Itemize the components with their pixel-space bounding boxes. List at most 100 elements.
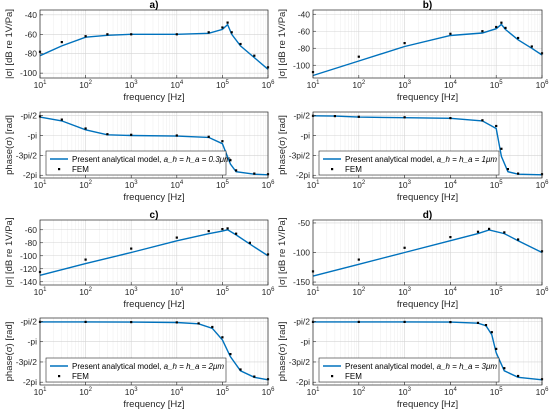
fem-point bbox=[60, 41, 63, 44]
axes-frame bbox=[312, 9, 543, 79]
fem-point bbox=[500, 21, 503, 24]
grid bbox=[312, 10, 543, 78]
legend-fem-swatch bbox=[331, 375, 334, 378]
legend: Present analytical model, a_h = h_a = 1μ… bbox=[318, 150, 500, 176]
fem-point bbox=[239, 42, 242, 46]
x-tick-label: 102 bbox=[352, 80, 365, 90]
fem-point bbox=[484, 324, 488, 327]
x-axis-label: frequency [Hz] bbox=[123, 299, 184, 310]
legend-box bbox=[318, 150, 500, 176]
x-tick-label: 104 bbox=[170, 80, 183, 90]
legend-model-label: Present analytical model, a_h = h_a = 0.… bbox=[72, 155, 231, 164]
legend-box bbox=[318, 357, 500, 383]
x-tick-label: 102 bbox=[352, 387, 365, 397]
legend-fem-swatch bbox=[58, 168, 61, 171]
model-series-line bbox=[312, 23, 543, 77]
x-tick-label: 106 bbox=[536, 387, 549, 397]
x-tick-label: 104 bbox=[444, 180, 457, 190]
legend-box bbox=[45, 357, 227, 383]
x-tick-label: 101 bbox=[34, 387, 47, 397]
phase-panel: 101 102 103 104 105 106 frequency [Hz] -pi/2 -pi… bbox=[277, 110, 549, 203]
legend-box bbox=[45, 150, 227, 176]
x-tick-label: 102 bbox=[352, 180, 365, 190]
y-tick-label: -pi/2 bbox=[20, 316, 37, 326]
y-axis-label: |σ| [dB re 1V/Pa] bbox=[277, 218, 288, 288]
fem-point bbox=[130, 321, 133, 324]
y-tick-label: -140 bbox=[20, 277, 37, 287]
fem-point bbox=[449, 321, 452, 324]
legend-fem-label: FEM bbox=[72, 372, 89, 381]
x-tick-label: 102 bbox=[79, 180, 92, 190]
plot-area bbox=[40, 10, 268, 78]
x-tick-label: 106 bbox=[262, 287, 275, 297]
x-tick-label: 105 bbox=[490, 287, 503, 297]
fem-point bbox=[490, 331, 493, 334]
x-tick-label: 104 bbox=[444, 287, 457, 297]
x-tick-label: 102 bbox=[352, 287, 365, 297]
panel-title: c) bbox=[150, 210, 159, 221]
model-series-line bbox=[39, 229, 269, 276]
legend: Present analytical model, a_h = h_a = 2μ… bbox=[45, 357, 227, 383]
y-tick-label: -pi bbox=[301, 337, 311, 347]
fem-point bbox=[253, 54, 256, 57]
x-tick-label: 103 bbox=[125, 287, 138, 297]
fem-point bbox=[207, 31, 210, 34]
y-axis-label: phase(σ) [rad] bbox=[277, 115, 288, 175]
legend-model-label: Present analytical model, a_h = h_a = 1μ… bbox=[345, 155, 497, 164]
legend: Present analytical model, a_h = h_a = 3μ… bbox=[318, 357, 500, 383]
fem-point bbox=[239, 368, 242, 371]
fem-point bbox=[221, 140, 224, 143]
y-tick-label: -2pi bbox=[23, 170, 37, 180]
y-tick-label: -3pi/2 bbox=[289, 357, 311, 367]
fem-point bbox=[506, 168, 509, 171]
x-tick-label: 105 bbox=[216, 180, 229, 190]
x-tick-label: 105 bbox=[490, 387, 503, 397]
fem-point bbox=[226, 21, 229, 24]
legend-fem-label: FEM bbox=[345, 165, 362, 174]
fem-point bbox=[221, 336, 224, 339]
y-tick-label: -2pi bbox=[296, 377, 310, 387]
fem-point bbox=[357, 320, 360, 323]
y-tick-label: -40 bbox=[25, 10, 38, 20]
x-tick-label: 103 bbox=[125, 80, 138, 90]
fem-point bbox=[449, 117, 452, 120]
x-tick-label: 103 bbox=[125, 180, 138, 190]
x-tick-label: 101 bbox=[307, 387, 320, 397]
fem-point bbox=[481, 30, 484, 33]
x-axis-label: frequency [Hz] bbox=[397, 92, 458, 103]
x-tick-label: 105 bbox=[216, 387, 229, 397]
magnitude-panel: 101 102 103 104 105 106 frequency [Hz] -100 -80 -… bbox=[277, 0, 549, 103]
x-axis-label: frequency [Hz] bbox=[397, 399, 458, 410]
fem-point bbox=[403, 320, 406, 323]
x-tick-label: 101 bbox=[34, 180, 47, 190]
model-series-line bbox=[40, 321, 269, 381]
fem-point bbox=[175, 134, 178, 137]
fem-point bbox=[197, 322, 200, 325]
magnitude-panel: 101 102 103 104 105 106 frequency [Hz] -150 -100… bbox=[277, 210, 549, 310]
x-tick-label: 104 bbox=[444, 80, 457, 90]
fem-point bbox=[207, 230, 210, 233]
fem-point bbox=[500, 147, 503, 150]
fem-point bbox=[476, 321, 480, 324]
x-tick-label: 106 bbox=[262, 387, 275, 397]
panel-title: b) bbox=[423, 0, 432, 11]
fem-point bbox=[106, 133, 109, 136]
panel-title: d) bbox=[423, 210, 432, 221]
fem-point bbox=[517, 172, 520, 175]
x-axis-label: frequency [Hz] bbox=[123, 92, 184, 103]
x-tick-label: 106 bbox=[536, 180, 549, 190]
legend-fem-swatch bbox=[58, 375, 61, 378]
x-axis-label: frequency [Hz] bbox=[123, 399, 184, 410]
y-axis-label: phase(σ) [rad] bbox=[4, 115, 15, 175]
fem-point bbox=[530, 45, 533, 48]
fem-point bbox=[517, 36, 520, 40]
fem-point bbox=[175, 236, 178, 239]
x-tick-label: 103 bbox=[398, 80, 411, 90]
model-series-line bbox=[312, 229, 543, 277]
fem-point bbox=[248, 241, 251, 244]
fem-point bbox=[230, 31, 233, 34]
legend-fem-label: FEM bbox=[345, 372, 362, 381]
x-axis-label: frequency [Hz] bbox=[397, 192, 458, 203]
fem-point bbox=[488, 227, 491, 230]
axes-frame bbox=[39, 111, 269, 179]
